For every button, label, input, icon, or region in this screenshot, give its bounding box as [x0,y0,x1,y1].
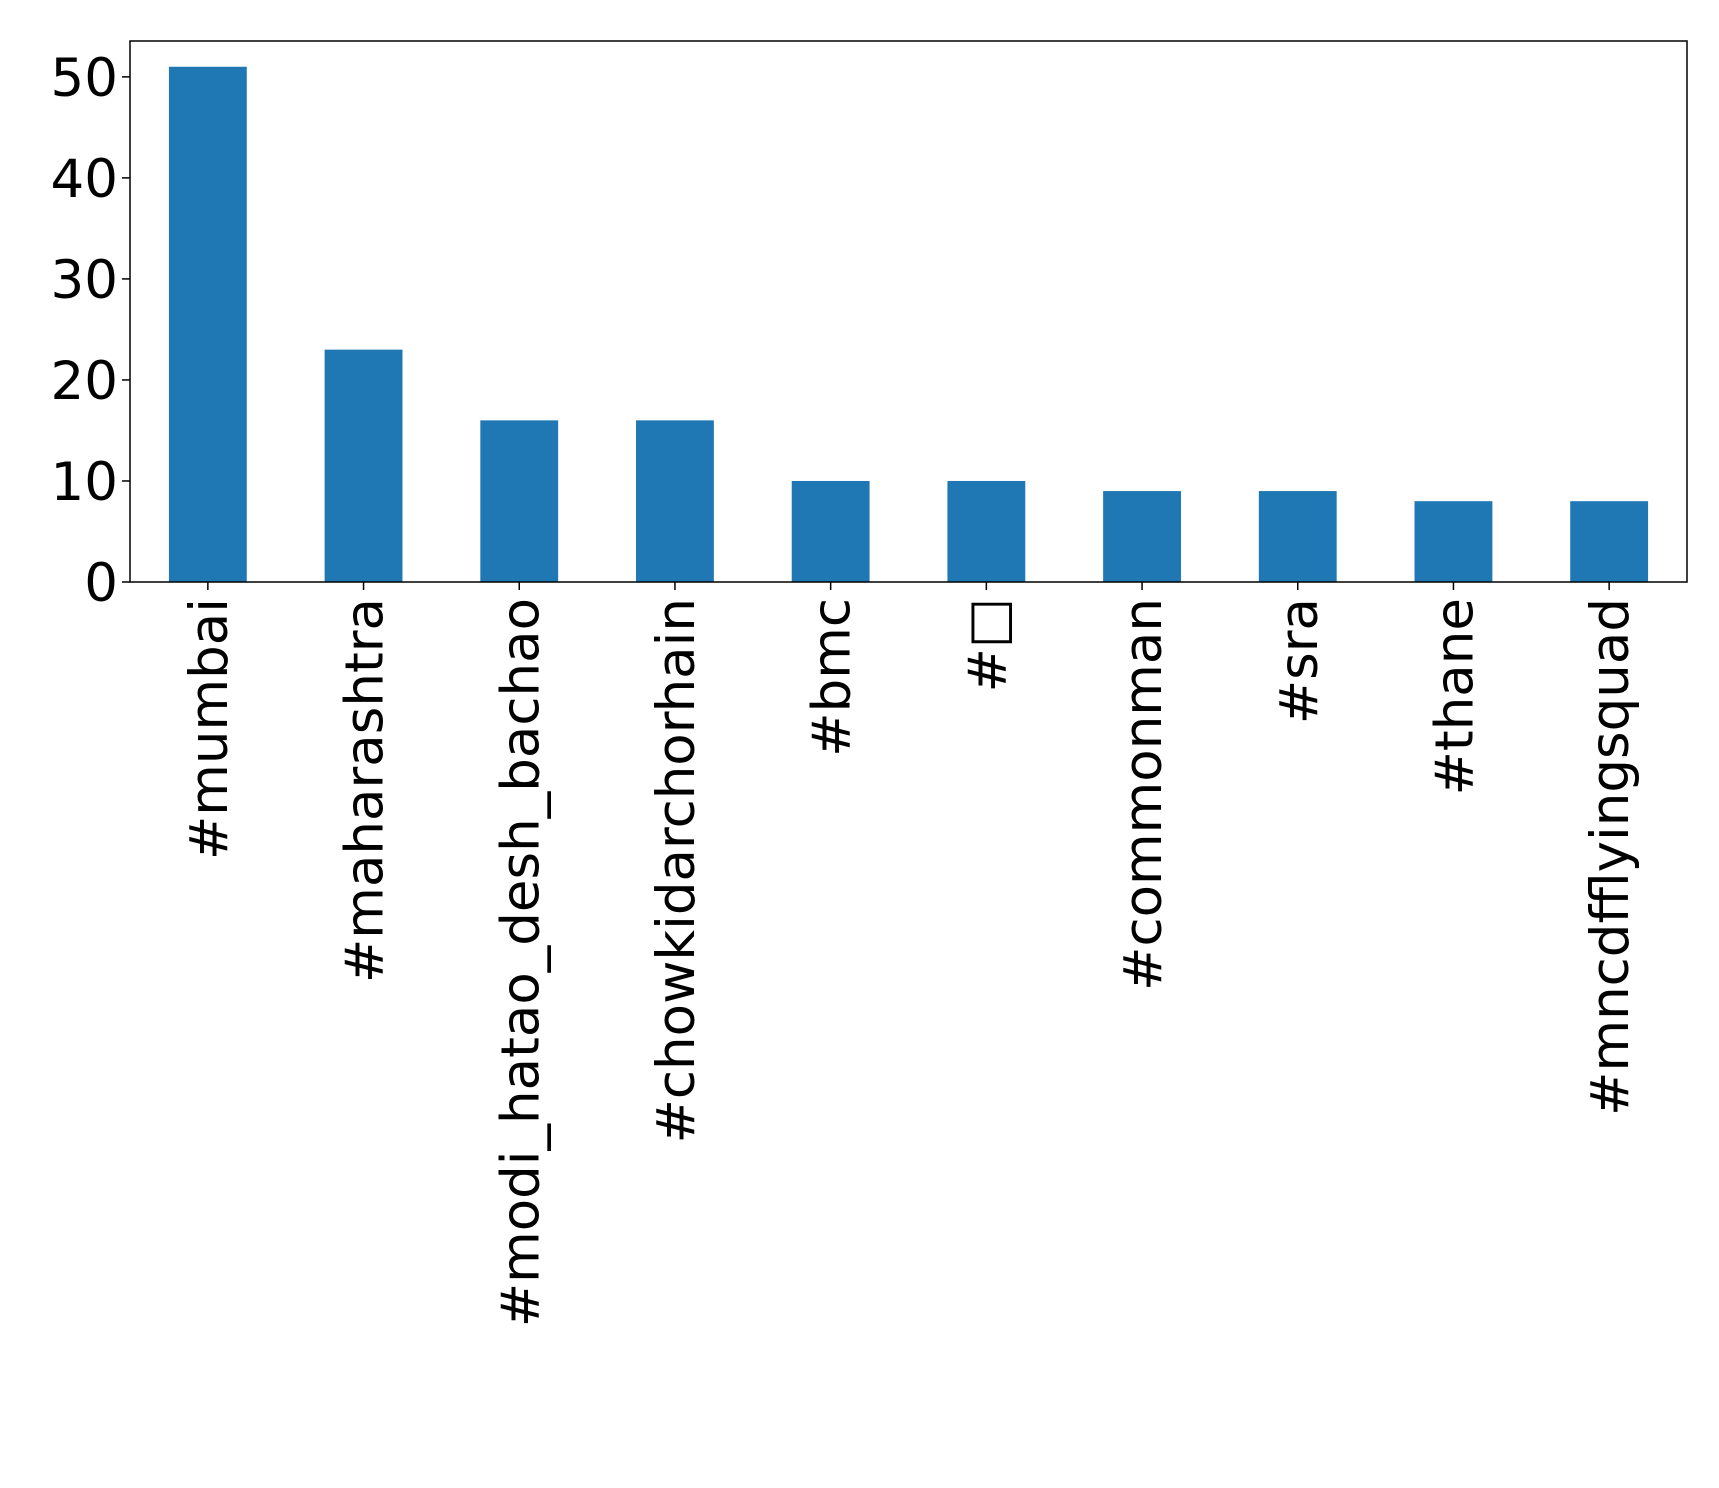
bar [1414,501,1493,582]
bar [947,480,1026,582]
x-tick-label: #commonman [1113,598,1174,991]
x-tick-label: #sra [1269,598,1330,724]
bar [480,420,559,582]
y-tick-label: 10 [51,452,118,513]
y-tick-label: 0 [84,553,118,614]
x-tick-label: #mncdfflyingsquad [1580,598,1641,1116]
x-tick-label: #bmc [802,598,863,757]
x-tick-label: #chowkidarchorhain [646,598,707,1143]
y-tick-label: 50 [51,48,118,109]
bar [1103,491,1181,582]
y-tick-label: 30 [51,250,118,311]
bar [1570,501,1649,582]
x-tick-label: #maharashtra [335,598,396,983]
bar [168,66,247,582]
x-tick-label: #mumbai [179,598,240,860]
y-tick-label: 20 [51,351,118,412]
plot-frame [129,40,1688,583]
bar [636,420,714,582]
bar [1258,491,1337,582]
bar [324,349,403,582]
x-tick-label: #□ [957,598,1018,692]
y-tick-label: 40 [51,149,118,210]
bar [791,480,870,582]
x-tick-label: #thane [1424,598,1485,795]
x-tick-label: #modi_hatao_desh_bachao [490,598,551,1327]
